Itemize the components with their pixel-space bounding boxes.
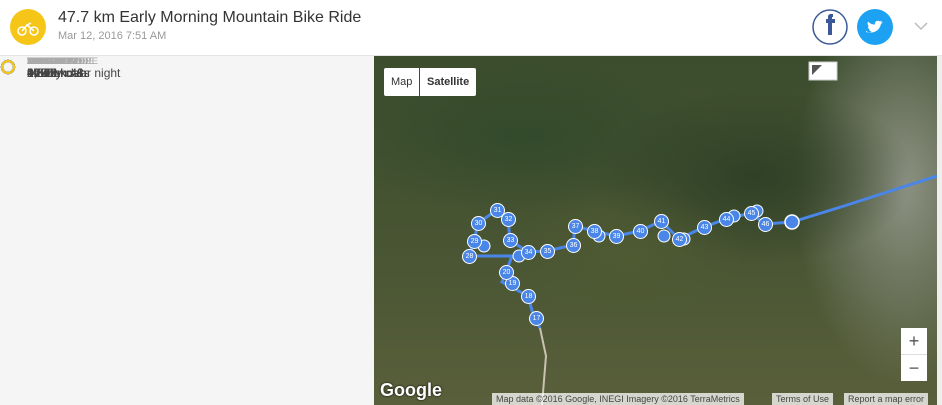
activity-icon [10, 9, 46, 45]
route-marker[interactable]: 40 [633, 224, 648, 239]
stat-label: MAX ALTITUDE [27, 56, 95, 67]
attribution: Map data ©2016 Google, INEGI Imagery ©20… [492, 393, 744, 405]
route-marker[interactable]: 34 [521, 245, 536, 260]
route-marker[interactable]: 39 [609, 229, 624, 244]
route-marker[interactable]: 31 [490, 203, 505, 218]
route-marker[interactable]: 35 [540, 244, 555, 259]
river [539, 327, 548, 405]
title: 47.7 km Early Morning Mountain Bike Ride [58, 9, 362, 26]
route-marker[interactable]: 42 [672, 232, 687, 247]
route-marker[interactable]: 20 [499, 265, 514, 280]
route-marker[interactable]: 18 [521, 289, 536, 304]
stat-label: HUMIDITY [27, 56, 73, 67]
route-marker[interactable]: 29 [467, 234, 482, 249]
stat-label: TEMPERATURE [27, 56, 99, 67]
stat-label: MIN ALTITUDE [27, 56, 92, 67]
zoom-in[interactable]: + [901, 328, 927, 355]
stat-value: -- [27, 66, 35, 80]
stat-value: 47.70 km [27, 66, 77, 80]
terms-link[interactable]: Terms of Use [772, 393, 834, 405]
stat-label: DISTANCE [27, 56, 75, 67]
route-marker[interactable]: 30 [471, 216, 486, 231]
stat-value: 41.02 km/h [27, 66, 87, 80]
route-marker[interactable]: 37 [568, 219, 583, 234]
stat-label: DURATION [27, 56, 76, 67]
header: 47.7 km Early Morning Mountain Bike Ride… [0, 0, 942, 56]
scrollbar [937, 56, 942, 405]
stat-label: WEATHER [27, 56, 74, 67]
stat-value: 2200 m [27, 66, 68, 80]
map-button[interactable]: Map [384, 68, 420, 96]
stat-label: WIND [27, 56, 53, 67]
route-marker[interactable]: 41 [654, 214, 669, 229]
stats-panel: DISTANCE 47.70 km DURATION 4h:28m:48s CALORI… [0, 56, 374, 405]
zoom-out[interactable]: − [901, 355, 927, 381]
stat-value: 2,615 kcal [27, 66, 82, 80]
route-marker[interactable]: 43 [697, 220, 712, 235]
fullscreen-button[interactable] [808, 61, 838, 81]
route [466, 174, 937, 405]
satellite-button[interactable]: Satellite [420, 68, 477, 96]
route-marker[interactable]: 32 [501, 212, 516, 227]
route-point [657, 229, 671, 243]
stat-value: 977 m [27, 66, 61, 80]
stat-label: ASCENT [27, 56, 66, 67]
stat-label: AVG SPEED [27, 56, 82, 67]
facebook-button[interactable] [812, 9, 848, 45]
stat-value: 4h:28m:48s [27, 66, 90, 80]
route-marker[interactable]: 19 [505, 276, 520, 291]
stat-value: -- % [27, 66, 49, 80]
twitter-button[interactable] [857, 9, 893, 45]
menu-chevron[interactable] [914, 22, 928, 31]
stat-label: DESCENT [27, 56, 73, 67]
report-link[interactable]: Report a map error [844, 393, 929, 405]
icon-shape [0, 59, 16, 75]
stat-value: 10.65 km/h [27, 66, 87, 80]
route-marker[interactable]: 45 [744, 206, 759, 221]
social [812, 9, 928, 45]
stat-label: MAX SPEED [27, 56, 83, 67]
end-pin [784, 214, 800, 230]
route-marker[interactable]: 46 [758, 217, 773, 232]
route-marker[interactable]: 17 [529, 311, 544, 326]
route-marker[interactable]: 33 [503, 233, 518, 248]
route-marker[interactable]: 28 [462, 249, 477, 264]
route-marker[interactable]: 44 [719, 212, 734, 227]
stat-value: 1725 m [27, 66, 68, 80]
stat-value: -- [27, 66, 35, 80]
stat-value: 0.80 L [27, 66, 61, 80]
stat-value: 976 m [27, 66, 61, 80]
route-marker[interactable]: 38 [587, 224, 602, 239]
stat-value: Mostly clear night [27, 66, 121, 80]
google-logo: Google [380, 380, 442, 400]
map[interactable]: Map Satellite + − Google Map data ©2016 … [374, 56, 937, 405]
stat-label: HYDRATION [27, 56, 83, 67]
stat-label: CALORIES [27, 56, 76, 67]
route-marker[interactable]: 36 [566, 238, 581, 253]
date: Mar 12, 2016 7:51 AM [58, 30, 167, 42]
stat-icon [0, 59, 16, 75]
